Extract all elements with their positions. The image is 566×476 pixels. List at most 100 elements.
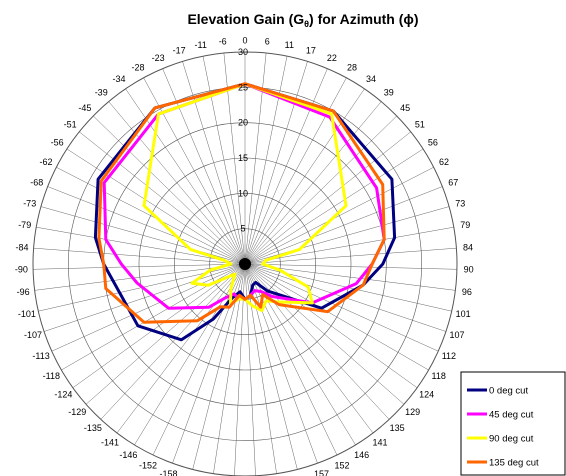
legend-label: 135 deg cut bbox=[489, 458, 539, 469]
angle-tick-label: -11 bbox=[195, 40, 207, 50]
grid-spoke bbox=[34, 263, 246, 291]
grid-spoke bbox=[40, 206, 246, 265]
grid-spoke bbox=[116, 263, 246, 434]
grid-spoke bbox=[244, 263, 429, 371]
grid-spoke bbox=[202, 56, 246, 265]
grid-spoke bbox=[51, 263, 246, 352]
grid-spoke bbox=[244, 148, 424, 265]
grid-spoke bbox=[244, 263, 405, 405]
angle-tick-label: 124 bbox=[419, 390, 434, 400]
grid-spoke bbox=[244, 263, 457, 270]
angle-tick-label: -146 bbox=[119, 450, 137, 460]
angle-tick-label: -23 bbox=[152, 53, 165, 63]
angle-tick-label: -113 bbox=[32, 351, 49, 361]
angle-tick-label: 96 bbox=[462, 287, 472, 297]
grid-spoke bbox=[244, 131, 411, 265]
angle-tick-label: 101 bbox=[456, 309, 471, 319]
angle-tick-label: -79 bbox=[18, 220, 31, 230]
grid-spoke bbox=[244, 263, 439, 352]
radial-tick-label: 10 bbox=[238, 188, 248, 198]
angle-tick-label: -17 bbox=[173, 45, 186, 55]
grid-spoke bbox=[244, 263, 318, 464]
angle-tick-label: 34 bbox=[366, 74, 376, 84]
grid-spoke bbox=[244, 226, 454, 265]
radial-tick-label: 15 bbox=[238, 153, 248, 163]
grid-spoke bbox=[79, 131, 246, 265]
angle-tick-label: 146 bbox=[354, 450, 369, 460]
angle-tick-label: -62 bbox=[39, 157, 52, 167]
angle-tick-label: -152 bbox=[139, 461, 157, 471]
angle-tick-label: 135 bbox=[390, 423, 405, 433]
angle-tick-label: -45 bbox=[78, 103, 91, 113]
grid-spoke bbox=[47, 186, 246, 265]
grid-spoke bbox=[244, 167, 434, 265]
angle-tick-label: -107 bbox=[24, 330, 42, 340]
grid-spoke bbox=[33, 263, 246, 270]
angle-tick-label: 56 bbox=[428, 138, 438, 148]
legend: 0 deg cut 45 deg cut 90 deg cut 135 deg cut bbox=[460, 371, 566, 476]
angle-tick-label: -101 bbox=[18, 309, 36, 319]
angle-tick-label: -141 bbox=[101, 437, 119, 447]
angle-tick-label: 62 bbox=[439, 157, 449, 167]
grid-spoke bbox=[33, 247, 246, 265]
angle-tick-label: 11 bbox=[285, 40, 294, 50]
angle-tick-label: 45 bbox=[400, 103, 410, 113]
angle-tick-label: 129 bbox=[405, 407, 420, 417]
angle-tick-label: 51 bbox=[415, 120, 425, 130]
grid-spoke bbox=[244, 115, 397, 265]
angle-tick-label: -118 bbox=[43, 371, 60, 381]
radial-tick-labels: 0 5 10 15 20 25 30 bbox=[238, 47, 248, 269]
chart-title: Elevation Gain (Gθ) for Azimuth (ϕ) bbox=[187, 11, 418, 29]
angle-tick-label: 112 bbox=[442, 351, 456, 361]
series-line-3 bbox=[97, 82, 386, 324]
angle-tick-label: 141 bbox=[372, 437, 387, 447]
angle-tick-label: -28 bbox=[131, 63, 144, 73]
angle-tick-label: 79 bbox=[460, 220, 470, 230]
grid-spoke bbox=[244, 56, 288, 265]
radial-tick-label: 30 bbox=[238, 47, 248, 57]
angle-tick-label: 28 bbox=[347, 63, 357, 73]
angle-tick-label: -84 bbox=[15, 242, 28, 252]
angle-tick-label: -135 bbox=[84, 423, 102, 433]
grid-spoke bbox=[244, 61, 308, 265]
angle-tick-label: 118 bbox=[432, 371, 446, 381]
angle-tick-label: -34 bbox=[112, 74, 125, 84]
angle-tick-label: -96 bbox=[17, 287, 30, 297]
grid-spoke bbox=[143, 77, 246, 265]
angle-tick-label: 152 bbox=[334, 461, 349, 471]
grid-spoke bbox=[93, 115, 246, 265]
grid-spoke bbox=[244, 247, 457, 265]
legend-label: 45 deg cut bbox=[489, 410, 534, 421]
grid-spoke bbox=[244, 263, 277, 474]
grid-spoke bbox=[244, 263, 418, 388]
angle-tick-label: -56 bbox=[51, 138, 64, 148]
grid-spoke bbox=[182, 61, 246, 265]
grid-spoke bbox=[244, 263, 374, 434]
grid-spoke bbox=[244, 101, 382, 265]
angle-tick-label: 17 bbox=[306, 45, 316, 55]
angle-tick-label: 157 bbox=[314, 469, 329, 476]
grid-spoke bbox=[244, 263, 390, 420]
angle-tick-label: 84 bbox=[463, 242, 473, 252]
angle-tick-label: 6 bbox=[265, 37, 270, 47]
grid-spoke bbox=[56, 167, 246, 265]
grid-spoke bbox=[244, 88, 365, 265]
grid-spoke bbox=[134, 263, 246, 446]
angle-tick-label: 67 bbox=[448, 177, 458, 187]
grid-spoke bbox=[72, 263, 246, 388]
angle-tick-label: 90 bbox=[464, 265, 474, 275]
grid-spoke bbox=[244, 206, 450, 265]
grid-spoke bbox=[244, 263, 338, 456]
grid-spoke bbox=[244, 68, 328, 265]
angle-tick-label: 73 bbox=[455, 198, 465, 208]
angle-tick-label: 22 bbox=[327, 53, 337, 63]
legend-label: 90 deg cut bbox=[489, 434, 534, 445]
grid-spoke bbox=[244, 186, 443, 265]
grid-spoke bbox=[244, 263, 456, 291]
legend-label: 0 deg cut bbox=[489, 386, 528, 397]
radial-tick-label: 20 bbox=[238, 118, 248, 128]
angle-tick-label: -6 bbox=[219, 37, 227, 47]
grid-spoke bbox=[66, 148, 246, 265]
grid-spoke bbox=[108, 101, 246, 265]
